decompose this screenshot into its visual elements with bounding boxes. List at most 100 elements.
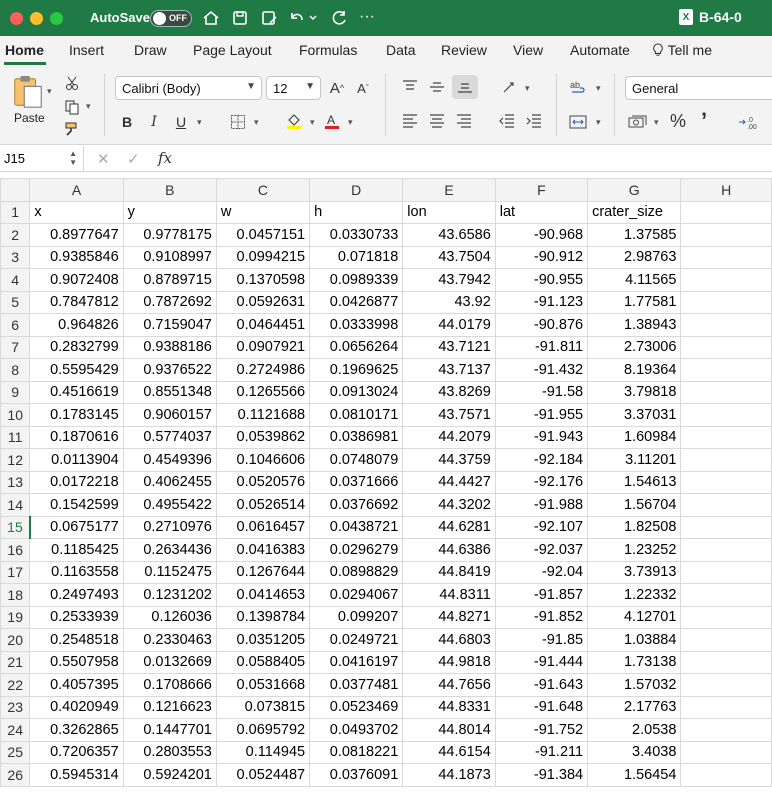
row-header[interactable]: 25 (0, 740, 31, 764)
cell-d21[interactable]: 0.0416197 (309, 650, 404, 674)
cell-f25[interactable]: -91.211 (494, 740, 589, 764)
cell-g1[interactable]: crater_size (587, 200, 682, 224)
cell-g21[interactable]: 1.73138 (587, 650, 682, 674)
cell-b15[interactable]: 0.2710976 (122, 515, 217, 539)
cell-e9[interactable]: 43.8269 (402, 380, 496, 404)
cell-f18[interactable]: -91.857 (494, 583, 589, 607)
cell-f3[interactable]: -90.912 (494, 245, 589, 269)
tell-me[interactable]: Tell me (652, 42, 712, 58)
increase-font-size-icon[interactable]: A ^ (329, 79, 345, 97)
cell-h15[interactable] (680, 515, 772, 539)
cell-a16[interactable]: 0.1185425 (29, 538, 124, 562)
cell-g23[interactable]: 2.17763 (587, 695, 682, 719)
cell-b3[interactable]: 0.9108997 (122, 245, 217, 269)
cell-f20[interactable]: -91.85 (494, 628, 589, 652)
cell-b19[interactable]: 0.126036 (122, 605, 217, 629)
currency-dropdown-chevron-icon[interactable]: ▾ (654, 117, 659, 127)
cell-h17[interactable] (680, 560, 772, 584)
cell-g2[interactable]: 1.37585 (587, 223, 682, 247)
tab-insert[interactable]: Insert (69, 42, 105, 58)
format-painter-icon[interactable] (60, 120, 80, 138)
cell-a19[interactable]: 0.2533939 (29, 605, 124, 629)
bold-button[interactable]: B (121, 114, 133, 130)
cell-h14[interactable] (680, 493, 772, 517)
comma-style-button[interactable]: ʼ (700, 108, 708, 133)
row-header[interactable]: 18 (0, 583, 31, 607)
cell-e15[interactable]: 44.6281 (402, 515, 496, 539)
cell-c23[interactable]: 0.073815 (215, 695, 311, 719)
cell-g8[interactable]: 8.19364 (587, 358, 682, 382)
cell-c17[interactable]: 0.1267644 (215, 560, 311, 584)
cell-a9[interactable]: 0.4516619 (29, 380, 124, 404)
cell-a18[interactable]: 0.2497493 (29, 583, 124, 607)
tab-view[interactable]: View (513, 42, 544, 58)
cell-b1[interactable]: y (122, 200, 217, 224)
cell-d10[interactable]: 0.0810171 (309, 403, 404, 427)
cell-h12[interactable] (680, 448, 772, 472)
cell-g11[interactable]: 1.60984 (587, 425, 682, 449)
cell-c22[interactable]: 0.0531668 (215, 673, 311, 697)
row-header[interactable]: 6 (0, 313, 31, 337)
cell-e12[interactable]: 44.3759 (402, 448, 496, 472)
cell-d3[interactable]: 0.071818 (309, 245, 404, 269)
row-header[interactable]: 23 (0, 695, 31, 719)
number-format-select[interactable]: General (625, 76, 772, 100)
fill-color-icon[interactable] (284, 110, 304, 132)
cell-d20[interactable]: 0.0249721 (309, 628, 404, 652)
save-as-icon[interactable] (258, 7, 280, 29)
row-header[interactable]: 22 (0, 673, 31, 697)
row-header[interactable]: 15 (0, 515, 31, 539)
cell-c7[interactable]: 0.0907921 (215, 335, 311, 359)
percent-style-button[interactable]: % (669, 110, 686, 131)
cell-b13[interactable]: 0.4062455 (122, 470, 217, 494)
cell-d8[interactable]: 0.1969625 (309, 358, 404, 382)
cell-d12[interactable]: 0.0748079 (309, 448, 404, 472)
cell-g3[interactable]: 2.98763 (587, 245, 682, 269)
tab-formulas[interactable]: Formulas (299, 42, 358, 58)
cell-g24[interactable]: 2.0538 (587, 718, 682, 742)
row-header[interactable]: 20 (0, 628, 31, 652)
cell-d23[interactable]: 0.0523469 (309, 695, 404, 719)
cut-icon[interactable] (62, 74, 82, 92)
tab-home[interactable]: Home (5, 42, 44, 58)
minimize-window-button[interactable] (30, 12, 43, 25)
cell-g7[interactable]: 2.73006 (587, 335, 682, 359)
cell-g25[interactable]: 3.4038 (587, 740, 682, 764)
underline-button[interactable]: U (175, 114, 187, 130)
cell-e5[interactable]: 43.92 (402, 290, 496, 314)
cell-h11[interactable] (680, 425, 772, 449)
cell-e10[interactable]: 43.7571 (402, 403, 496, 427)
cell-c6[interactable]: 0.0464451 (215, 313, 311, 337)
cell-d26[interactable]: 0.0376091 (309, 763, 404, 787)
row-header[interactable]: 10 (0, 403, 31, 427)
align-center-icon[interactable] (427, 112, 447, 130)
cell-f5[interactable]: -91.123 (494, 290, 589, 314)
cell-f23[interactable]: -91.648 (494, 695, 589, 719)
cell-a25[interactable]: 0.7206357 (29, 740, 124, 764)
cell-b2[interactable]: 0.9778175 (122, 223, 217, 247)
cell-e6[interactable]: 44.0179 (402, 313, 496, 337)
decrease-indent-icon[interactable] (497, 112, 517, 130)
cell-f17[interactable]: -92.04 (494, 560, 589, 584)
cell-a14[interactable]: 0.1542599 (29, 493, 124, 517)
cell-b22[interactable]: 0.1708666 (122, 673, 217, 697)
cell-e17[interactable]: 44.8419 (402, 560, 496, 584)
cell-g14[interactable]: 1.56704 (587, 493, 682, 517)
tab-data[interactable]: Data (386, 42, 416, 58)
cell-b11[interactable]: 0.5774037 (122, 425, 217, 449)
cell-f10[interactable]: -91.955 (494, 403, 589, 427)
cell-b21[interactable]: 0.0132669 (122, 650, 217, 674)
cell-b5[interactable]: 0.7872692 (122, 290, 217, 314)
cell-g26[interactable]: 1.56454 (587, 763, 682, 787)
copy-dropdown-chevron-icon[interactable]: ▾ (86, 101, 91, 111)
cell-f24[interactable]: -91.752 (494, 718, 589, 742)
cell-c12[interactable]: 0.1046606 (215, 448, 311, 472)
cell-c4[interactable]: 0.1370598 (215, 268, 311, 292)
cell-h23[interactable] (680, 695, 772, 719)
cell-c25[interactable]: 0.114945 (215, 740, 311, 764)
cell-a10[interactable]: 0.1783145 (29, 403, 124, 427)
row-header[interactable]: 9 (0, 380, 31, 404)
cell-g10[interactable]: 3.37031 (587, 403, 682, 427)
cell-b14[interactable]: 0.4955422 (122, 493, 217, 517)
cell-h4[interactable] (680, 268, 772, 292)
